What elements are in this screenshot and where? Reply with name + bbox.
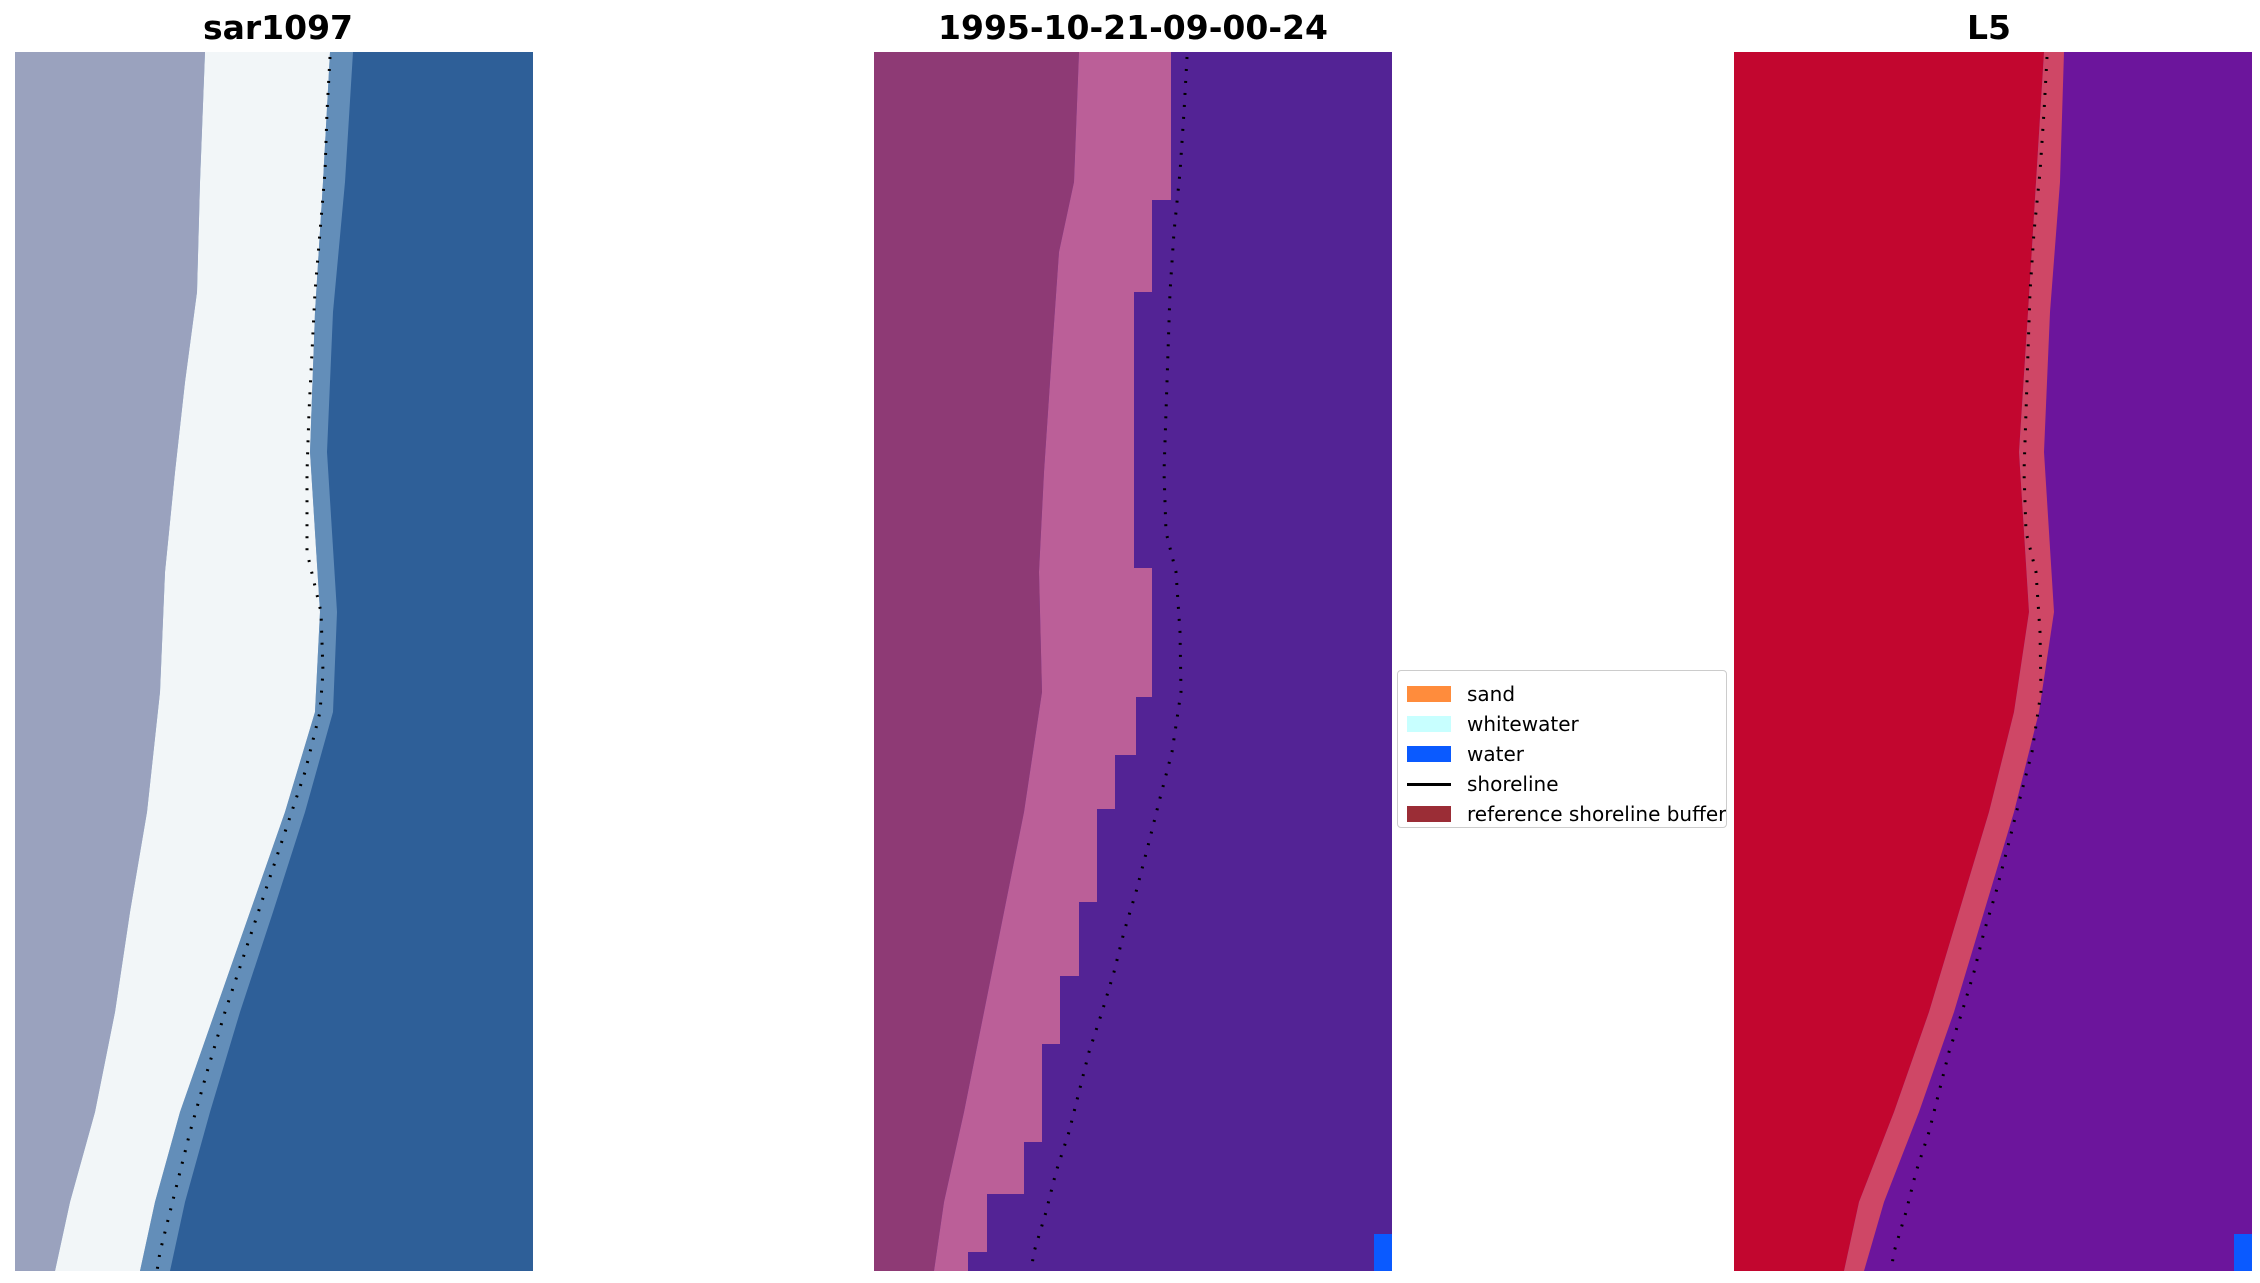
panel-title-rgb: sar1097 xyxy=(202,8,354,47)
classified-beach-area xyxy=(934,52,1171,1271)
rgb-surf-area xyxy=(140,52,353,1271)
mndwi-image-panel xyxy=(1734,52,2252,1271)
reference-buffer-swatch xyxy=(1407,806,1451,822)
legend: sand whitewater water shoreline referenc… xyxy=(1397,670,1727,828)
sand-swatch xyxy=(1407,686,1451,702)
rgb-land-area xyxy=(15,52,205,1271)
rgb-shoreline xyxy=(155,56,332,1271)
rgb-image-panel xyxy=(15,52,533,1271)
mndwi-water-pixel xyxy=(2234,1234,2252,1271)
legend-label-whitewater: whitewater xyxy=(1467,712,1579,736)
rgb-image xyxy=(15,52,533,1271)
legend-item-reference-buffer: reference shoreline buffer xyxy=(1407,799,1727,827)
rgb-beach-area xyxy=(55,52,330,1271)
panel-title-classified: 1995-10-21-09-00-24 xyxy=(938,8,1328,47)
water-swatch xyxy=(1407,746,1451,762)
mndwi-beach-area xyxy=(1844,52,2064,1271)
legend-item-water: water xyxy=(1407,739,1726,769)
legend-label-water: water xyxy=(1467,742,1524,766)
classified-land-area xyxy=(874,52,1079,1271)
classified-image-panel xyxy=(874,52,1392,1271)
legend-label-sand: sand xyxy=(1467,682,1516,706)
panel-title-mndwi: L5 xyxy=(1967,8,2011,47)
legend-item-sand: sand xyxy=(1407,679,1726,709)
legend-item-whitewater: whitewater xyxy=(1407,709,1726,739)
mndwi-image xyxy=(1734,52,2252,1271)
legend-label-reference-buffer: reference shoreline buffer xyxy=(1467,802,1727,826)
classified-image xyxy=(874,52,1392,1271)
shoreline-line-icon xyxy=(1407,782,1451,786)
legend-label-shoreline: shoreline xyxy=(1467,772,1559,796)
legend-item-shoreline: shoreline xyxy=(1407,769,1726,799)
classified-water-pixel xyxy=(1374,1234,1392,1271)
whitewater-swatch xyxy=(1407,716,1451,732)
mndwi-land-area xyxy=(1734,52,2044,1271)
